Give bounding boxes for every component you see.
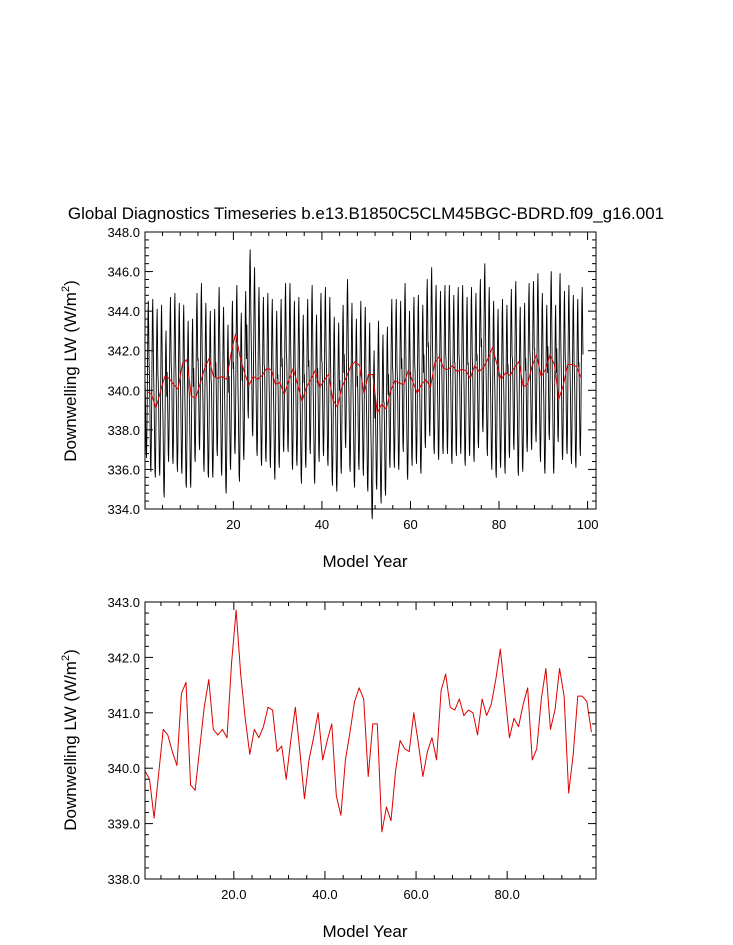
x-tick-label: 100 [577, 517, 599, 532]
y-tick-label: 342.0 [107, 650, 140, 665]
y-tick-label: 334.0 [107, 502, 140, 517]
x-tick-label: 40.0 [312, 887, 337, 902]
y-tick-label: 342.0 [107, 344, 140, 359]
series-line-annual-mean [146, 333, 582, 414]
chart-title: Global Diagnostics Timeseries b.e13.B185… [68, 204, 664, 223]
bottom-x-tick-labels: 20.0 40.0 60.0 80.0 [221, 887, 520, 902]
x-tick-label: 20.0 [221, 887, 246, 902]
y-tick-label: 344.0 [107, 304, 140, 319]
x-tick-label: 60 [403, 517, 417, 532]
bottom-x-axis-label: Model Year [322, 922, 407, 941]
y-tick-label: 343.0 [107, 595, 140, 610]
top-y-tick-labels: 334.0 336.0 338.0 340.0 342.0 344.0 346.0 348.0 [107, 225, 140, 517]
y-tick-label: 338.0 [107, 423, 140, 438]
y-tick-label: 340.0 [107, 383, 140, 398]
x-tick-label: 80 [492, 517, 506, 532]
top-x-axis-label: Model Year [322, 552, 407, 571]
x-tick-label: 60.0 [403, 887, 428, 902]
top-y-axis-label: Downwelling LW (W/m2) [60, 280, 80, 462]
bottom-plot-ticks [145, 601, 596, 880]
top-plot-ticks [145, 231, 596, 510]
bottom-panel: 338.0 339.0 340.0 341.0 342.0 343.0 20.0 40.0 6… [60, 595, 597, 941]
x-tick-label: 20 [226, 517, 240, 532]
series-line-annual-mean [144, 609, 592, 833]
y-tick-label: 339.0 [107, 817, 140, 832]
top-panel: Global Diagnostics Timeseries b.e13.B185… [60, 204, 664, 571]
series-line-monthly [144, 249, 584, 520]
y-tick-label: 338.0 [107, 872, 140, 887]
bottom-plot-frame [144, 601, 597, 880]
top-plot-frame [144, 231, 597, 510]
bottom-y-tick-labels: 338.0 339.0 340.0 341.0 342.0 343.0 [107, 595, 140, 887]
y-tick-label: 336.0 [107, 462, 140, 477]
y-tick-label: 341.0 [107, 706, 140, 721]
y-tick-label: 348.0 [107, 225, 140, 240]
y-tick-label: 346.0 [107, 265, 140, 280]
y-tick-label: 340.0 [107, 761, 140, 776]
x-tick-label: 80.0 [495, 887, 520, 902]
bottom-plot-series [144, 609, 592, 833]
bottom-y-axis-label: Downwelling LW (W/m2) [60, 649, 80, 831]
x-tick-label: 40 [315, 517, 329, 532]
top-plot-series [144, 249, 584, 520]
top-x-tick-labels: 20 40 60 80 100 [226, 517, 598, 532]
